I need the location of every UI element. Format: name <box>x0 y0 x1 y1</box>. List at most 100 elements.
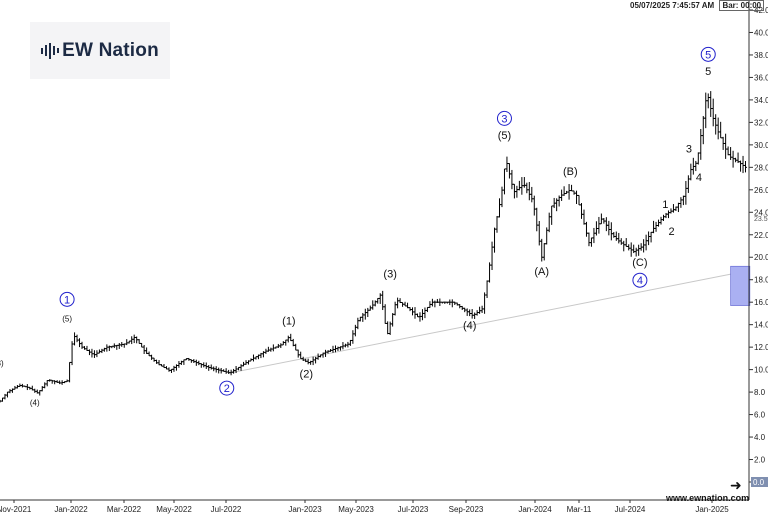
wave-label-circled: 5 <box>705 49 711 61</box>
ohlc-bar <box>671 204 675 213</box>
ohlc-bar <box>659 216 663 225</box>
x-tick-label: Jan-2025 <box>695 505 729 514</box>
ohlc-bar <box>517 180 521 191</box>
ohlc-bar <box>140 342 144 348</box>
ohlc-bar <box>182 359 186 365</box>
ohlc-bar <box>199 363 203 368</box>
ohlc-bar <box>383 304 387 324</box>
x-tick-label: Jul-2022 <box>211 505 242 514</box>
wave-label: (3) <box>0 359 4 368</box>
x-tick-label: Sep-2023 <box>449 505 484 514</box>
ohlc-bar <box>570 184 574 192</box>
wave-label: (5) <box>62 314 72 323</box>
wave-circle <box>219 380 235 396</box>
ohlc-bar <box>689 163 693 181</box>
ohlc-bar <box>117 343 121 349</box>
ohlc-bar <box>592 227 596 244</box>
ohlc-bar <box>227 369 231 374</box>
ohlc-bar <box>550 205 554 225</box>
ohlc-bar <box>137 339 141 344</box>
ohlc-bar <box>361 313 365 322</box>
ohlc-bar <box>296 349 300 358</box>
ohlc-bar <box>580 203 584 219</box>
ohlc-bar <box>363 308 367 320</box>
ohlc-bar <box>739 160 743 172</box>
ohlc-bar <box>239 364 243 371</box>
ohlc-bar <box>130 336 134 345</box>
ohlc-bar <box>714 114 718 135</box>
y-tick-label: 2.0 <box>754 456 766 465</box>
ohlc-bar <box>105 344 109 352</box>
ohlc-bar <box>43 382 47 389</box>
ohlc-bar <box>202 362 206 368</box>
ohlc-bar <box>204 362 208 369</box>
wave-label: (1) <box>282 316 295 328</box>
ohlc-bar <box>684 180 688 205</box>
y-tick-label: 38.0 <box>754 51 768 60</box>
wave-label: 3 <box>686 144 692 156</box>
ohlc-bar <box>637 244 641 256</box>
wave-label-circled: 2 <box>224 383 230 395</box>
ohlc-bar <box>353 324 357 337</box>
trendline <box>229 270 749 374</box>
ohlc-bar <box>624 238 628 247</box>
wave-logo-icon <box>41 42 60 59</box>
ohlc-bar <box>699 128 703 160</box>
ohlc-bar <box>490 241 494 270</box>
ohlc-bar <box>391 313 395 327</box>
ohlc-bar <box>525 182 529 194</box>
y-tick-label: 40.0 <box>754 28 768 37</box>
ohlc-bar <box>741 155 745 174</box>
wave-label: 1 <box>662 199 668 211</box>
ohlc-bar <box>562 186 566 196</box>
ohlc-bar <box>80 341 84 349</box>
ohlc-bar <box>681 195 685 206</box>
ohlc-bar <box>726 146 730 156</box>
y-tick-label: 10.0 <box>754 366 768 375</box>
ohlc-bar <box>582 209 586 225</box>
ohlc-bar <box>125 339 129 346</box>
ohlc-bar <box>281 341 285 346</box>
ohlc-bar <box>540 238 544 262</box>
ohlc-bar <box>505 156 509 172</box>
ohlc-bar <box>597 216 601 234</box>
y-tick-label: 26.0 <box>754 186 768 195</box>
ohlc-bar <box>729 147 733 160</box>
wave-label: 5 <box>705 66 711 78</box>
ohlc-bar <box>706 93 710 109</box>
chart-header: 05/07/2025 7:45:57 AM Bar: 00:00 <box>630 0 765 11</box>
ohlc-bar <box>495 216 499 233</box>
wave-labels-layer: (3) (4) 1 (5) 2 (1) (2) (3) (4) 3 (5) (A) (B) (C) 4 1 2 3… <box>0 46 716 408</box>
ohlc-bar <box>5 391 9 398</box>
ohlc-bar <box>386 321 390 335</box>
y-tick-label: 28.0 <box>754 163 768 172</box>
ohlc-bar <box>324 349 328 357</box>
ohlc-bar <box>485 280 489 298</box>
wave-circle <box>496 110 512 126</box>
ohlc-bar <box>577 194 581 206</box>
ohlc-bar <box>709 91 713 117</box>
ohlc-bar <box>567 184 571 200</box>
ohlc-bar <box>413 307 417 319</box>
wave-label: (C) <box>632 257 647 269</box>
ohlc-bar <box>450 299 454 308</box>
ohlc-bar <box>224 368 228 374</box>
y-tick-label: 30.0 <box>754 141 768 150</box>
x-tick-label: Jul-2023 <box>398 505 429 514</box>
price-marker-label: 23.5 <box>754 216 768 223</box>
wave-label: (4) <box>463 320 476 332</box>
current-price-marker <box>751 477 768 487</box>
wave-label-circled: 3 <box>501 113 507 125</box>
ohlc-bar <box>33 388 37 393</box>
ohlc-bar <box>696 152 700 165</box>
y-tick-label: 6.0 <box>754 411 766 420</box>
ohlc-bar <box>192 359 196 363</box>
right-arrow-icon[interactable]: ➜ <box>730 478 742 494</box>
x-tick-label: May-2022 <box>156 505 192 514</box>
ohlc-bar <box>420 309 424 321</box>
y-tick-label: 34.0 <box>754 96 768 105</box>
ohlc-bar <box>289 333 293 342</box>
trendline-layer <box>229 270 749 374</box>
ohlc-bar <box>396 297 400 309</box>
